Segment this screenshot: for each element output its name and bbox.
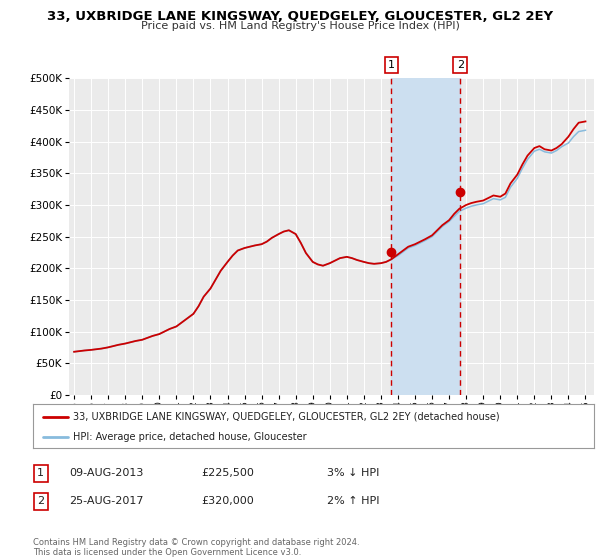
Text: Price paid vs. HM Land Registry's House Price Index (HPI): Price paid vs. HM Land Registry's House … — [140, 21, 460, 31]
Text: 2% ↑ HPI: 2% ↑ HPI — [327, 496, 380, 506]
Text: HPI: Average price, detached house, Gloucester: HPI: Average price, detached house, Glou… — [73, 432, 307, 442]
Text: 2: 2 — [457, 60, 464, 70]
Text: 25-AUG-2017: 25-AUG-2017 — [69, 496, 143, 506]
Text: 1: 1 — [37, 468, 44, 478]
Text: 33, UXBRIDGE LANE KINGSWAY, QUEDGELEY, GLOUCESTER, GL2 2EY (detached house): 33, UXBRIDGE LANE KINGSWAY, QUEDGELEY, G… — [73, 412, 500, 422]
Text: Contains HM Land Registry data © Crown copyright and database right 2024.
This d: Contains HM Land Registry data © Crown c… — [33, 538, 359, 557]
Text: 33, UXBRIDGE LANE KINGSWAY, QUEDGELEY, GLOUCESTER, GL2 2EY: 33, UXBRIDGE LANE KINGSWAY, QUEDGELEY, G… — [47, 10, 553, 23]
Text: £320,000: £320,000 — [201, 496, 254, 506]
Text: 1: 1 — [388, 60, 395, 70]
Text: £225,500: £225,500 — [201, 468, 254, 478]
Text: 2: 2 — [37, 496, 44, 506]
Bar — [391, 78, 460, 395]
Text: 09-AUG-2013: 09-AUG-2013 — [69, 468, 143, 478]
Text: 3% ↓ HPI: 3% ↓ HPI — [327, 468, 379, 478]
